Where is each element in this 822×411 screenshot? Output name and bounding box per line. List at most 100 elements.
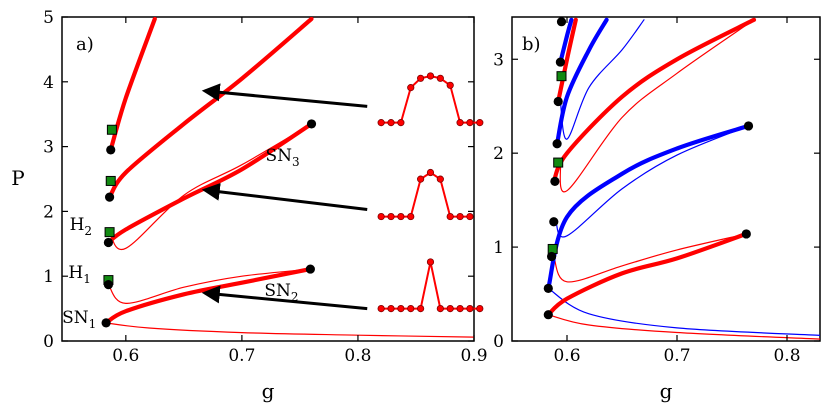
x-tick-label: 0.8 — [773, 346, 800, 366]
inset-profile-dot — [426, 168, 435, 177]
inset-profile-dot — [476, 304, 484, 313]
hopf-label: H2 — [70, 215, 92, 238]
inset-profile-dot — [466, 212, 474, 221]
pointer-arrow — [201, 83, 368, 108]
fold-point-marker — [106, 145, 116, 155]
inset-profile-line — [381, 74, 480, 124]
curve-branch-1-upper-thick — [104, 267, 313, 325]
fold-point-marker — [550, 176, 560, 186]
fold-point-marker — [305, 264, 315, 274]
inset-profile-dot — [446, 212, 454, 221]
panel-b-frame — [511, 16, 821, 342]
inset-profile-dot — [377, 119, 385, 127]
inset-profile-dot — [377, 304, 385, 313]
panel-a-annotations: SN1 SN2 SN3 H1 H2 — [62, 146, 300, 331]
y-tick-label: 0 — [43, 332, 54, 352]
fold-point-marker — [553, 96, 563, 107]
inset-profile-dot — [387, 119, 395, 127]
panel-a-x-axis-label: g — [262, 379, 275, 403]
inset-profile-dot — [397, 212, 405, 221]
inset-profile-dot — [407, 304, 415, 313]
y-tick-label: 0 — [493, 332, 504, 352]
panel-a-frame — [61, 16, 475, 342]
curve-branch-4-thick — [108, 17, 157, 152]
inset-profile-dot — [476, 119, 484, 127]
curve-blue-branch-1-thick — [546, 123, 751, 291]
curve-branch-1-upper-thin — [107, 268, 311, 305]
curve-blue-branch-1-thin — [555, 125, 750, 238]
curve-blue-branch-3-thick — [558, 17, 574, 65]
inset-profile-dot — [387, 304, 395, 313]
hopf-point-marker — [556, 71, 567, 82]
x-tick-label: 0.9 — [460, 346, 487, 366]
x-tick-label: 0.6 — [553, 346, 580, 366]
panel-b-markers — [543, 17, 754, 320]
x-tick-label: 0.7 — [228, 346, 255, 366]
y-tick-label: 4 — [43, 73, 54, 93]
inset-profile-dot — [407, 84, 415, 92]
fold-point-marker — [743, 121, 754, 131]
curve-branch-1-lower-thin — [105, 322, 474, 338]
y-tick-label: 1 — [43, 267, 54, 287]
curve-red-branch-1-thick — [546, 231, 749, 317]
inset-profile-dot — [426, 258, 435, 266]
inset-profile-dot — [446, 304, 454, 313]
saddle-node-label: SN1 — [62, 308, 96, 331]
panel-a-ticks: 0.6 0.7 0.8 0.9 0 1 2 3 4 5 — [43, 8, 487, 366]
y-tick-label: 5 — [43, 8, 54, 28]
fold-point-marker — [543, 283, 553, 294]
inset-profile-dot — [397, 119, 405, 127]
inset-profile-dot — [417, 304, 425, 313]
inset-profile-dot — [466, 119, 474, 127]
inset-profile-dot — [456, 119, 464, 127]
panel-a-label: a) — [76, 34, 94, 55]
fold-point-marker — [552, 139, 562, 149]
y-tick-label: 3 — [43, 138, 54, 158]
fold-point-marker — [103, 237, 114, 248]
fold-point-marker — [741, 229, 751, 239]
inset-profile-line — [381, 171, 470, 218]
y-tick-label: 2 — [493, 144, 504, 164]
hopf-point-marker — [105, 175, 116, 186]
x-tick-label: 0.7 — [663, 346, 690, 366]
inset-profile-line — [381, 261, 480, 310]
inset-profile-dot — [456, 304, 464, 313]
hopf-point-marker — [104, 227, 115, 238]
hopf-label: H1 — [68, 263, 90, 286]
fold-point-marker — [555, 57, 566, 67]
panel-b-curves — [546, 17, 820, 340]
panel-a-curves — [104, 17, 474, 338]
inset-profile-dot — [456, 212, 464, 221]
pointer-arrow — [201, 182, 368, 211]
x-tick-label: 0.8 — [344, 346, 371, 366]
fold-point-marker — [104, 192, 115, 202]
panel-b-x-axis-label: g — [660, 379, 673, 403]
curve-red-branch-3-thick — [556, 17, 578, 104]
inset-profile-dot — [446, 81, 454, 89]
fold-point-marker — [543, 310, 553, 320]
panel-b: 0.6 0.7 0.8 0 1 2 3 b) g — [493, 16, 821, 403]
curve-red-branch-2-thin — [559, 19, 755, 193]
inset-profile-dot — [436, 74, 444, 82]
inset-profile-dot — [407, 212, 415, 221]
fold-point-marker — [101, 318, 111, 328]
y-tick-label: 1 — [493, 238, 504, 258]
fold-point-marker — [547, 251, 557, 262]
inset-profile-dot — [426, 72, 435, 80]
saddle-node-label: SN3 — [266, 146, 300, 169]
inset-profile-dot — [466, 304, 474, 313]
curve-branch-2-thick — [106, 121, 314, 245]
y-tick-label: 2 — [43, 202, 54, 222]
curve-branch-2-thin — [109, 123, 313, 251]
panel-b-label: b) — [522, 34, 541, 55]
curve-red-branch-1-thin — [553, 233, 747, 283]
panel-a-insets — [377, 72, 484, 313]
inset-profile-dot — [387, 212, 395, 221]
inset-profile-dot — [417, 175, 425, 183]
curve-red-tail-thin — [547, 314, 820, 340]
saddle-node-label: SN2 — [264, 281, 298, 304]
y-tick-label: 3 — [493, 50, 504, 70]
panel-a-markers — [101, 119, 317, 328]
curve-blue-branch-2-thick — [555, 17, 609, 146]
